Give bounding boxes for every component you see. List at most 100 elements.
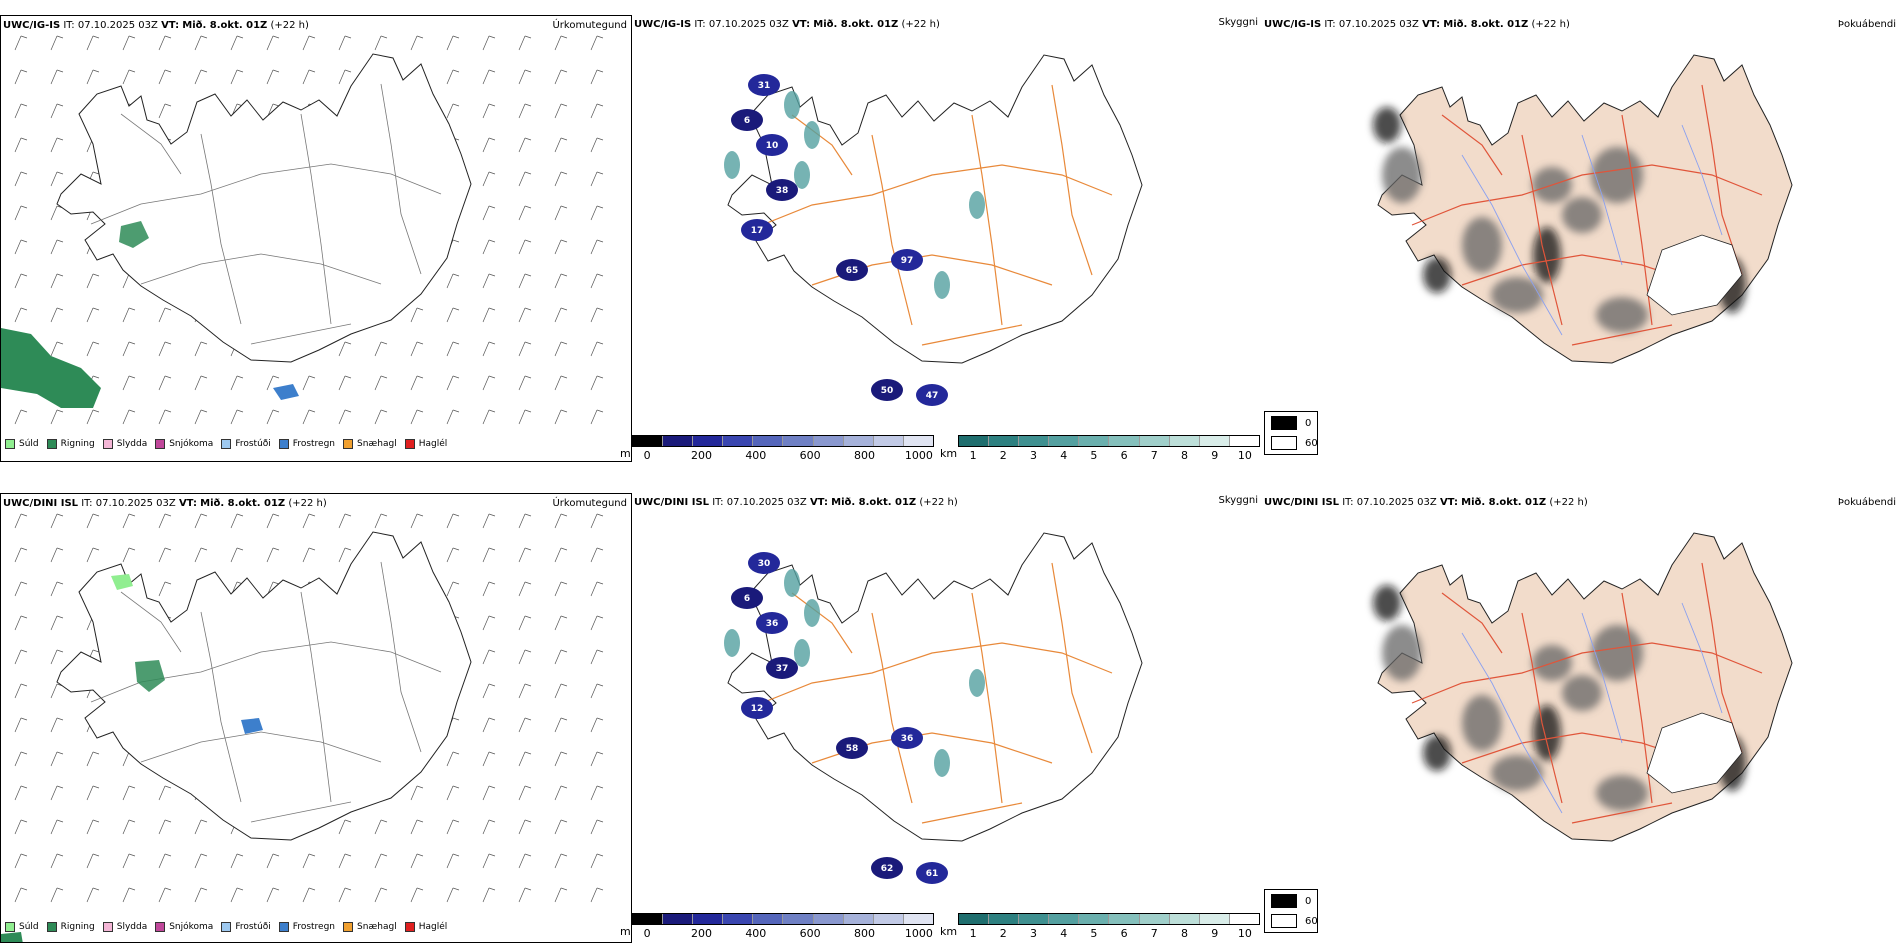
colorbar-tick: 4	[1060, 449, 1068, 462]
wind-barb	[86, 751, 100, 767]
legend-swatch	[46, 922, 57, 932]
wind-barb	[50, 513, 64, 529]
wind-barb	[590, 887, 604, 903]
colorbar-altitude: m 0 200 400 600 800 1000	[620, 435, 934, 463]
fog-patch	[1423, 257, 1451, 293]
colorbar-bin	[813, 914, 844, 924]
legend-item: Snjókoma	[155, 439, 213, 449]
wind-barb	[302, 69, 316, 85]
colorbar-bin	[959, 914, 990, 924]
rain-area	[119, 221, 149, 248]
wind-barb	[446, 69, 460, 85]
wind-barb	[302, 513, 316, 529]
river-network	[1461, 602, 1723, 814]
wind-barb	[230, 513, 244, 529]
legend-swatch	[278, 922, 289, 932]
wind-barb	[554, 887, 568, 903]
road	[140, 253, 382, 285]
wind-barb	[410, 819, 424, 835]
wind-barb	[14, 103, 28, 119]
visibility-label: 47	[926, 391, 939, 401]
wind-barb	[590, 273, 604, 289]
colorbar-bin	[989, 914, 1020, 924]
wind-barb	[14, 171, 28, 187]
fog-patch	[1596, 775, 1648, 811]
precip-type-panel-row2: UWC/DINI ISL IT: 07.10.2025 03Z VT: Mið.…	[0, 493, 632, 943]
colorbar-tick: 8	[1181, 449, 1188, 462]
panel-header: UWC/IG-IS IT: 07.10.2025 03Z VT: Mið. 8.…	[3, 20, 309, 31]
colorbar-bin	[1139, 914, 1170, 924]
wind-barb	[86, 409, 100, 425]
wind-barb	[446, 853, 460, 869]
wind-barb	[446, 35, 460, 51]
wind-barb	[482, 307, 496, 323]
wind-barb	[590, 375, 604, 391]
wind-barb	[446, 273, 460, 289]
visibility-label: 97	[901, 256, 914, 266]
wind-barb	[338, 513, 352, 529]
precip-legend: Súld Rigning Slydda Snjókoma Frostúði Fr…	[5, 922, 447, 932]
low-visibility-patch	[741, 219, 773, 241]
panel-header: UWC/DINI ISL IT: 07.10.2025 03Z VT: Mið.…	[634, 497, 958, 508]
wind-barb	[158, 819, 172, 835]
wind-barb	[122, 375, 136, 391]
colorbar-tick: 7	[1150, 449, 1158, 462]
wind-barb	[302, 35, 316, 51]
wind-barb	[14, 205, 28, 221]
visibility-label: 30	[758, 559, 771, 569]
visibility-patch-km	[724, 629, 740, 657]
wind-barb	[266, 853, 280, 869]
legend-swatch	[102, 922, 113, 932]
colorbar-bin	[843, 914, 874, 924]
wind-barb	[122, 547, 136, 563]
fog-legend: 0 60	[1264, 889, 1318, 933]
colorbar-tick: 3	[1030, 449, 1037, 462]
wind-barb	[518, 819, 532, 835]
colorbar-tick: 1000	[904, 449, 933, 462]
colorbar-bin	[1199, 436, 1230, 446]
wind-barb	[50, 69, 64, 85]
wind-barb	[194, 375, 208, 391]
wind-barb	[482, 341, 496, 357]
fog-patch	[1562, 675, 1602, 711]
colorbar-unit: km	[940, 447, 958, 460]
visibility-patch-km	[804, 599, 820, 627]
wind-barb	[410, 785, 424, 801]
wind-barb	[50, 239, 64, 255]
wind-barb	[518, 307, 532, 323]
colorbar-tick: 6	[1120, 927, 1128, 940]
wind-barb	[230, 35, 244, 51]
colorbar-bin	[873, 914, 904, 924]
panel-header: UWC/DINI ISL IT: 07.10.2025 03Z VT: Mið.…	[3, 498, 327, 509]
visibility-label: 31	[758, 81, 771, 91]
colorbar-bin	[1139, 436, 1170, 446]
wind-barb	[482, 887, 496, 903]
wind-barb	[518, 69, 532, 85]
iceland-map-precip	[1, 35, 604, 425]
fog-legend-item: 60	[1271, 914, 1318, 928]
wind-barb	[374, 341, 388, 357]
fog-patch	[1382, 147, 1422, 203]
wind-barb	[554, 103, 568, 119]
wind-barb	[554, 307, 568, 323]
wind-barb	[302, 887, 316, 903]
legend-item: Snjókoma	[155, 922, 213, 932]
wind-barb	[518, 581, 532, 597]
colorbar-tick: 200	[690, 449, 712, 462]
legend-item: Súld	[5, 439, 39, 449]
wind-barb	[590, 137, 604, 153]
road	[1411, 164, 1763, 226]
river	[1461, 632, 1563, 814]
wind-barb	[590, 717, 604, 733]
wind-barb	[554, 751, 568, 767]
legend-swatch	[278, 439, 289, 449]
colorbar-bin	[1229, 436, 1259, 446]
wind-barb	[14, 513, 28, 529]
wind-barb	[482, 137, 496, 153]
fog-indicator-panel-row2: UWC/DINI ISL IT: 07.10.2025 03Z VT: Mið.…	[1262, 493, 1900, 913]
wind-barb	[50, 581, 64, 597]
wind-barb	[122, 887, 136, 903]
wind-barb	[50, 683, 64, 699]
wind-barb	[194, 409, 208, 425]
colorbar-unit: km	[940, 925, 958, 938]
